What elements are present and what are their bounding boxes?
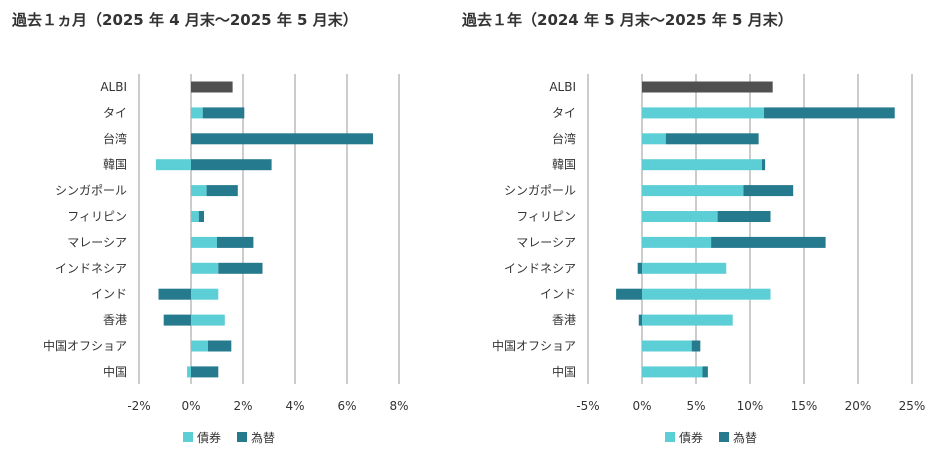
x-tick-label-1m: 2% [233,399,252,413]
legend-swatch-fx-1y [719,432,729,442]
bar-fx-1y [717,211,771,222]
bar-bond-1y [642,211,718,222]
category-label-1m: ALBI [100,80,127,94]
bar-bond-1y [642,288,771,300]
bar-bond-1y [642,133,666,145]
category-label-1m: シンガポール [55,184,127,198]
bar-bond-1m [191,288,219,300]
bar-fx-1y [702,366,708,378]
bar-fx-1y [764,107,895,119]
bar-bond-1m [191,314,225,326]
bar-bond-1m [191,236,217,248]
category-label-1m: フィリピン [67,210,127,224]
bar-fx-1y [743,185,794,197]
category-label-1y: インドネシア [504,261,576,275]
bar-bond-1m [191,340,208,352]
legend-swatch-bond-1m [183,432,193,442]
category-label-1m: 中国オフショア [43,338,127,353]
bar-fx-1m [218,262,263,274]
x-tick-label-1m: 6% [337,399,356,413]
bar-fx-1m [158,288,191,300]
chart-title-1y: 過去１年（2024 年 5 月末～2025 年 5 月末） [462,11,793,29]
legend-label-fx-1y: 為替 [733,431,757,445]
bar-fx-1m [207,340,232,352]
bar-fx-1y [665,133,759,145]
category-label-1m: インドネシア [55,261,127,275]
category-label-1y: 中国 [552,364,576,379]
legend-swatch-fx-1m [237,432,247,442]
x-tick-label-1y: 20% [845,399,872,413]
category-label-1y: マレーシア [516,235,576,249]
legend-label-bond-1m: 債券 [197,430,221,445]
bar-albi-1y [642,81,773,93]
category-label-1y: 韓国 [552,158,576,172]
bar-fx-1y [711,236,826,248]
category-label-1m: マレーシア [67,235,127,249]
bar-fx-1y [691,340,701,352]
x-tick-label-1y: 5% [686,399,705,413]
bar-fx-1m [191,159,272,171]
bar-bond-1y [642,107,765,119]
bar-bond-1m [155,159,191,171]
category-label-1y: インド [540,287,576,301]
bar-fx-1y [638,314,642,326]
category-label-1y: 香港 [552,313,576,327]
x-tick-label-1m: 4% [285,399,304,413]
bar-bond-1m [191,211,199,222]
bar-fx-1m [191,133,373,145]
x-tick-label-1m: 0% [181,399,200,413]
legend-label-bond-1y: 債券 [679,430,703,445]
category-label-1y: 台湾 [552,131,576,146]
bar-bond-1m [191,262,219,274]
bar-fx-1m [202,107,245,119]
bar-bond-1y [642,366,703,378]
x-tick-label-1m: 8% [389,399,408,413]
category-label-1y: ALBI [549,80,576,94]
bar-fx-1y [637,262,642,274]
chart-title-1m: 過去１ヵ月（2025 年 4 月末～2025 年 5 月末） [12,11,358,29]
bar-bond-1y [642,159,762,171]
bar-bond-1m [191,185,207,197]
legend-swatch-bond-1y [665,432,675,442]
x-tick-label-1y: 0% [632,399,651,413]
bar-fx-1m [191,366,219,378]
category-label-1y: シンガポール [504,184,576,198]
bar-fx-1m [163,314,191,326]
category-label-1m: インド [91,287,127,301]
bar-bond-1y [642,314,733,326]
bar-bond-1m [191,107,203,119]
bar-bond-1y [642,262,727,274]
category-label-1m: 台湾 [103,131,127,146]
x-tick-label-1y: -5% [576,399,599,413]
category-label-1m: 香港 [103,313,127,327]
bar-bond-1y [642,236,712,248]
category-label-1y: 中国オフショア [492,338,576,353]
x-tick-label-1y: 15% [791,399,818,413]
category-label-1m: 中国 [103,364,127,379]
category-label-1y: タイ [552,106,576,120]
bar-bond-1y [642,185,744,197]
category-label-1y: フィリピン [516,210,576,224]
bar-fx-1y [761,159,766,171]
bar-bond-1m [187,366,191,378]
bar-fx-1m [198,211,204,222]
x-tick-label-1m: -2% [127,399,150,413]
x-tick-label-1y: 10% [737,399,764,413]
x-tick-label-1y: 25% [899,399,926,413]
category-label-1m: 韓国 [103,158,127,172]
bar-fx-1y [616,288,642,300]
bar-fx-1m [217,236,254,248]
legend-label-fx-1m: 為替 [251,431,275,445]
bar-bond-1y [642,340,692,352]
bar-albi-1m [191,81,233,93]
bar-fx-1m [206,185,238,197]
category-label-1m: タイ [103,106,127,120]
